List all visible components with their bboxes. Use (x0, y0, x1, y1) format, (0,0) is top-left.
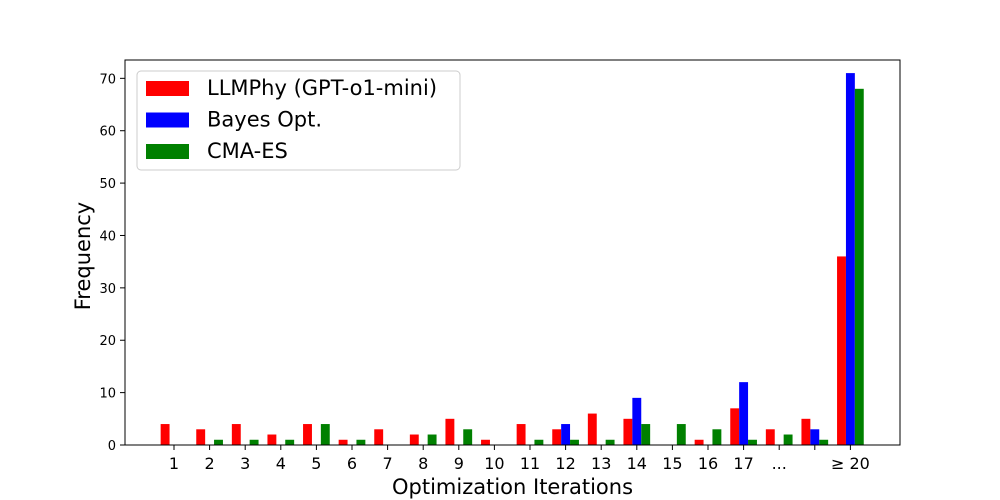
bar-bayes-opt-13 (632, 397, 642, 445)
bar-llmphy-17 (765, 429, 775, 445)
bar-cma-es-4 (320, 424, 330, 445)
x-tick-label: 9 (454, 454, 464, 473)
x-tick-label: 11 (520, 454, 540, 473)
x-tick-label: 10 (484, 454, 504, 473)
bar-llmphy-11 (552, 429, 562, 445)
bar-llmphy-18 (801, 418, 811, 445)
x-axis: 1 2 3 4 5 6 7 8 9 10 11 12 13 14 15 16 17... ≥ 20 (169, 445, 870, 473)
x-tick-label: 16 (698, 454, 718, 473)
bar-cma-es-17 (783, 434, 793, 445)
bar-llmphy-13 (623, 418, 633, 445)
legend-swatch (146, 112, 189, 128)
y-tick-label: 70 (99, 72, 116, 87)
y-tick-label: 30 (99, 282, 116, 297)
bar-llmphy-5 (338, 439, 348, 445)
y-tick-label: 40 (99, 229, 116, 244)
x-tick-label: 3 (240, 454, 250, 473)
x-tick-label: 7 (383, 454, 393, 473)
x-axis-title: Optimization Iterations (392, 475, 633, 499)
bar-cma-es-15 (712, 429, 722, 445)
x-tick-label: 12 (555, 454, 575, 473)
bar-llmphy-15 (694, 439, 704, 445)
bar-bayes-opt-16 (739, 382, 749, 445)
y-axis: 0 10 20 30 40 50 60 70 (99, 72, 125, 454)
plot-frame (124, 59, 901, 446)
x-tick-label: ≥ 20 (831, 454, 870, 473)
bar-llmphy-9 (481, 439, 490, 445)
bar-cma-es-10 (534, 439, 544, 445)
x-tick-label: 4 (276, 454, 286, 473)
bar-cma-es-14 (676, 424, 686, 445)
legend-box (136, 70, 461, 171)
x-tick-label: 14 (627, 454, 647, 473)
bar-cma-es-13 (641, 424, 651, 445)
legend: LLMPhy (GPT-o1-mini) Bayes Opt. CMA-ES (136, 70, 461, 171)
bar-cma-es-16 (748, 439, 757, 445)
bar-cma-es-5 (356, 439, 366, 445)
x-tick-label: 2 (205, 454, 215, 473)
bar-cma-es-8 (463, 429, 473, 445)
y-tick-label: 10 (99, 387, 116, 402)
bar-bayes-opt-18 (810, 429, 820, 445)
legend-swatch (146, 81, 189, 96)
bar-llmphy-7 (409, 434, 419, 445)
x-tick-label: 13 (591, 454, 611, 473)
legend-label: LLMPhy (GPT-o1-mini) (207, 76, 437, 100)
x-tick-label: ... (772, 454, 787, 473)
bar-cma-es-3 (285, 439, 295, 445)
x-tick-label: 17 (733, 454, 753, 473)
bar-llmphy-0 (160, 424, 170, 445)
bar-llmphy-6 (374, 429, 384, 445)
bar-llmphy-1 (196, 429, 206, 445)
bar-llmphy-3 (267, 434, 277, 445)
bars-layer (160, 73, 864, 445)
bar-bayes-opt-11 (561, 424, 571, 445)
bar-llmphy-16 (730, 408, 740, 445)
bar-cma-es-12 (605, 439, 615, 445)
bar-cma-es-19 (854, 88, 864, 445)
bar-llmphy-8 (445, 418, 455, 445)
y-axis-title: Frequency (71, 202, 95, 311)
bar-llmphy-19 (837, 256, 846, 445)
y-tick-label: 60 (99, 125, 116, 140)
y-tick-label: 0 (108, 439, 116, 454)
bar-llmphy-12 (587, 413, 597, 445)
x-tick-label: 1 (169, 454, 179, 473)
bar-cma-es-1 (214, 439, 223, 445)
legend-label: Bayes Opt. (207, 108, 322, 132)
bar-llmphy-10 (516, 424, 526, 445)
bar-cma-es-7 (427, 434, 437, 445)
x-tick-label: 6 (347, 454, 357, 473)
y-tick-label: 50 (99, 177, 116, 192)
bar-cma-es-18 (819, 439, 829, 445)
y-tick-label: 20 (99, 334, 116, 349)
bar-cma-es-2 (249, 439, 259, 445)
bar-cma-es-11 (570, 439, 579, 445)
x-tick-label: 15 (662, 454, 682, 473)
x-tick-label: 8 (418, 454, 428, 473)
bar-bayes-opt-19 (845, 73, 855, 445)
legend-swatch (146, 144, 189, 159)
legend-label: CMA-ES (207, 139, 288, 163)
x-tick-label: 5 (311, 454, 321, 473)
bar-llmphy-2 (231, 424, 241, 445)
bar-llmphy-4 (303, 424, 312, 445)
